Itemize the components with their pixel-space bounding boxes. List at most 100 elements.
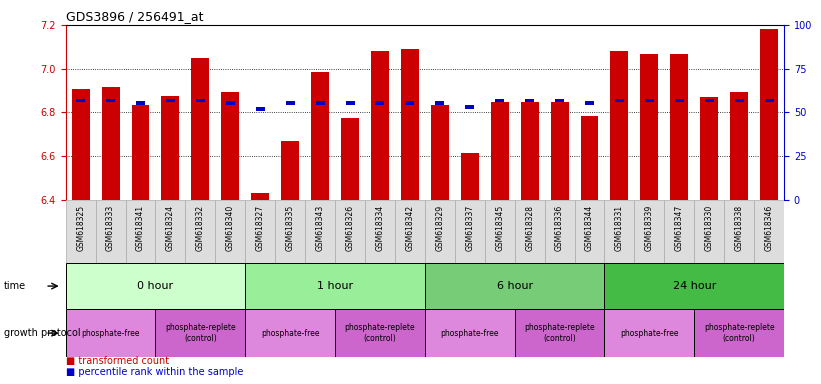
Text: GSM618338: GSM618338 xyxy=(735,205,744,251)
Bar xyxy=(226,101,235,105)
Bar xyxy=(484,200,515,263)
Text: GSM618334: GSM618334 xyxy=(375,205,384,251)
Bar xyxy=(495,99,504,103)
Bar xyxy=(166,99,175,103)
Text: GSM618340: GSM618340 xyxy=(226,205,235,251)
Bar xyxy=(371,51,389,200)
Bar xyxy=(315,101,324,105)
Bar xyxy=(580,116,599,200)
Bar xyxy=(155,200,186,263)
Text: GSM618335: GSM618335 xyxy=(286,205,295,251)
Text: GSM618331: GSM618331 xyxy=(615,205,624,251)
Text: 1 hour: 1 hour xyxy=(317,281,353,291)
Bar xyxy=(365,200,395,263)
Text: GSM618346: GSM618346 xyxy=(764,205,773,251)
Text: GSM618333: GSM618333 xyxy=(106,205,115,251)
Bar xyxy=(695,200,724,263)
Bar xyxy=(406,101,415,105)
Text: GDS3896 / 256491_at: GDS3896 / 256491_at xyxy=(66,10,203,23)
Bar xyxy=(435,101,444,105)
Bar xyxy=(555,99,564,103)
Bar xyxy=(515,200,544,263)
Bar xyxy=(341,118,359,200)
Bar xyxy=(245,263,425,309)
Text: GSM618326: GSM618326 xyxy=(346,205,355,251)
Bar xyxy=(401,49,419,200)
Bar xyxy=(76,99,85,103)
Text: GSM618342: GSM618342 xyxy=(406,205,415,251)
Bar xyxy=(455,200,484,263)
Bar xyxy=(305,200,335,263)
Bar xyxy=(700,97,718,200)
Bar xyxy=(215,200,245,263)
Bar xyxy=(724,200,754,263)
Bar xyxy=(491,103,509,200)
Bar xyxy=(66,309,155,357)
Text: phosphate-free: phosphate-free xyxy=(261,329,319,338)
Text: 0 hour: 0 hour xyxy=(137,281,173,291)
Bar xyxy=(431,105,449,200)
Bar xyxy=(102,87,120,200)
Bar xyxy=(604,200,635,263)
Bar xyxy=(425,309,515,357)
Bar xyxy=(585,101,594,105)
Text: phosphate-replete
(control): phosphate-replete (control) xyxy=(165,323,236,343)
Bar xyxy=(66,200,95,263)
Text: GSM618330: GSM618330 xyxy=(704,205,713,251)
Bar xyxy=(461,153,479,200)
Bar xyxy=(222,91,239,200)
Bar xyxy=(275,200,305,263)
Text: 6 hour: 6 hour xyxy=(497,281,533,291)
Bar xyxy=(286,101,295,105)
Text: phosphate-free: phosphate-free xyxy=(81,329,140,338)
Text: GSM618339: GSM618339 xyxy=(644,205,654,251)
Bar xyxy=(251,193,269,200)
Bar xyxy=(611,51,628,200)
Bar xyxy=(186,200,215,263)
Text: phosphate-free: phosphate-free xyxy=(620,329,679,338)
Text: ■ percentile rank within the sample: ■ percentile rank within the sample xyxy=(66,367,243,377)
Text: GSM618336: GSM618336 xyxy=(555,205,564,251)
Bar xyxy=(95,200,126,263)
Text: GSM618329: GSM618329 xyxy=(435,205,444,251)
Bar xyxy=(764,99,773,103)
Bar xyxy=(695,309,784,357)
Bar xyxy=(675,99,684,103)
Bar xyxy=(575,200,604,263)
Bar xyxy=(425,263,604,309)
Text: GSM618343: GSM618343 xyxy=(315,205,324,251)
Bar xyxy=(66,263,245,309)
Bar xyxy=(525,99,534,103)
Bar xyxy=(131,105,149,200)
Text: GSM618337: GSM618337 xyxy=(466,205,475,251)
Bar xyxy=(466,105,475,109)
Bar xyxy=(311,72,329,200)
Bar xyxy=(196,99,205,103)
Bar xyxy=(191,58,209,200)
Text: ■ transformed count: ■ transformed count xyxy=(66,356,169,366)
Text: GSM618344: GSM618344 xyxy=(585,205,594,251)
Text: GSM618325: GSM618325 xyxy=(76,205,85,251)
Bar xyxy=(521,103,539,200)
Bar xyxy=(544,200,575,263)
Bar xyxy=(730,91,748,200)
Bar xyxy=(375,101,384,105)
Bar xyxy=(615,99,624,103)
Text: GSM618332: GSM618332 xyxy=(196,205,205,251)
Bar xyxy=(735,99,744,103)
Bar xyxy=(335,200,365,263)
Text: GSM618328: GSM618328 xyxy=(525,205,534,251)
Bar xyxy=(640,55,658,200)
Bar xyxy=(106,99,115,103)
Bar xyxy=(281,141,299,200)
Text: phosphate-replete
(control): phosphate-replete (control) xyxy=(525,323,595,343)
Bar xyxy=(754,200,784,263)
Text: phosphate-replete
(control): phosphate-replete (control) xyxy=(704,323,774,343)
Bar xyxy=(346,101,355,105)
Bar xyxy=(245,309,335,357)
Bar xyxy=(635,200,664,263)
Bar xyxy=(71,89,89,200)
Bar xyxy=(256,108,264,111)
Bar xyxy=(425,200,455,263)
Text: growth protocol: growth protocol xyxy=(4,328,80,338)
